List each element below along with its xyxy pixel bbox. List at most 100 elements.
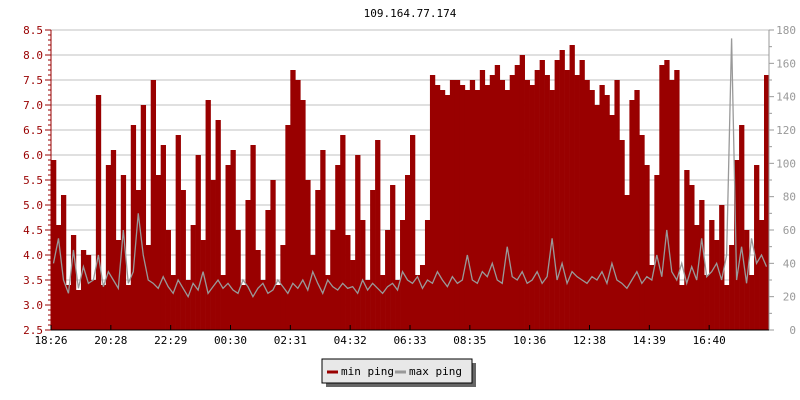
min-ping-bar [340,135,346,330]
min-ping-bar [355,155,361,330]
right-tick-label: 80 [783,191,796,204]
min-ping-bar [170,275,176,330]
min-ping-bar [240,285,246,330]
min-ping-bar [51,160,57,330]
x-tick-label: 12:38 [573,334,606,347]
min-ping-bar [604,95,610,330]
min-ping-bar [674,70,680,330]
min-ping-bar [320,150,326,330]
min-ping-bar [130,125,137,330]
min-ping-bar [200,240,206,330]
left-tick-label: 7.5 [23,74,43,87]
min-ping-bar [135,190,142,330]
x-tick-label: 22:29 [154,334,187,347]
min-ping-bar [330,230,336,330]
min-ping-bar [684,170,690,330]
min-ping-bar [449,80,456,330]
min-ping-bar [689,185,695,330]
min-ping-bar [459,85,466,330]
min-ping-bar [484,85,491,330]
min-ping-bar [145,245,152,330]
min-ping-bar [574,75,580,330]
min-ping-bar [95,95,102,330]
min-ping-bar [549,90,555,330]
max-ping-line [52,38,768,299]
min-ping-bars [51,45,770,330]
min-ping-bar [719,205,725,330]
min-ping-bar [464,90,471,330]
legend-label-max-ping: max ping [409,365,462,378]
min-ping-bar [315,190,321,330]
min-ping-bar [185,280,191,330]
min-ping-bar [285,125,291,330]
min-ping-bar [235,230,241,330]
left-tick-label: 8.0 [23,49,43,62]
left-tick-label: 5.0 [23,199,43,212]
right-tick-label: 120 [776,124,796,137]
min-ping-bar [679,285,685,330]
min-ping-bar [614,80,620,330]
right-tick-label: 0 [789,324,796,337]
max-ping-line-group [52,38,768,299]
min-ping-bar [160,145,166,330]
min-ping-bar [275,285,281,330]
x-tick-label: 10:36 [513,334,546,347]
min-ping-bar [554,60,560,330]
legend-label-min-ping: min ping [341,365,394,378]
min-ping-bar [395,280,401,330]
min-ping-bar [300,100,306,330]
min-ping-bar [180,190,186,330]
min-ping-bar [85,255,92,330]
min-ping-bar [335,165,341,330]
min-ping-bar [594,105,600,330]
min-ping-bar [230,150,236,330]
min-ping-bar [629,100,635,330]
min-ping-bar [105,165,112,330]
left-tick-label: 7.0 [23,99,43,112]
min-ping-bar [544,75,550,330]
min-ping-bar [220,275,226,330]
min-ping-bar [664,60,670,330]
min-ping-bar [260,280,266,330]
min-ping-bar [255,250,261,330]
min-ping-bar [414,275,421,330]
x-tick-label: 06:33 [393,334,426,347]
right-tick-label: 20 [783,291,796,304]
min-ping-bar [100,285,107,330]
min-ping-bar [724,285,730,330]
left-tick-label: 8.5 [23,24,43,37]
min-ping-bar [609,115,615,330]
min-ping-bar [504,90,511,330]
min-ping-bar [644,165,650,330]
min-ping-bar [739,125,745,330]
min-ping-bar [429,75,436,330]
min-ping-bar [419,265,426,330]
min-ping-bar [70,235,77,330]
min-ping-bar [60,195,67,330]
min-ping-bar [729,245,735,330]
min-ping-bar [469,80,476,330]
min-ping-bar [634,90,640,330]
min-ping-bar [424,220,431,330]
min-ping-bar [519,55,525,330]
min-ping-bar [524,80,530,330]
min-ping-bar [265,210,271,330]
left-tick-label: 6.0 [23,149,43,162]
min-ping-bar [514,65,520,330]
min-ping-bar [195,155,201,330]
min-ping-bar [140,105,147,330]
min-ping-bar [444,95,451,330]
x-tick-label: 20:28 [94,334,127,347]
min-ping-bar [749,275,755,330]
min-ping-bar [125,285,132,330]
min-ping-bar [589,90,595,330]
min-ping-bar [439,90,446,330]
min-ping-bar [225,165,231,330]
left-tick-label: 4.0 [23,249,43,262]
min-ping-bar [564,70,570,330]
min-ping-bar [659,65,665,330]
axes: 2.5 3.0 3.5 4.0 4.5 5.0 5.5 6.0 6.5 7.0 7.5 8.0 8.5 0… [23,24,796,347]
min-ping-bar [150,80,157,330]
min-ping-bar [215,120,221,330]
min-ping-bar [494,65,501,330]
